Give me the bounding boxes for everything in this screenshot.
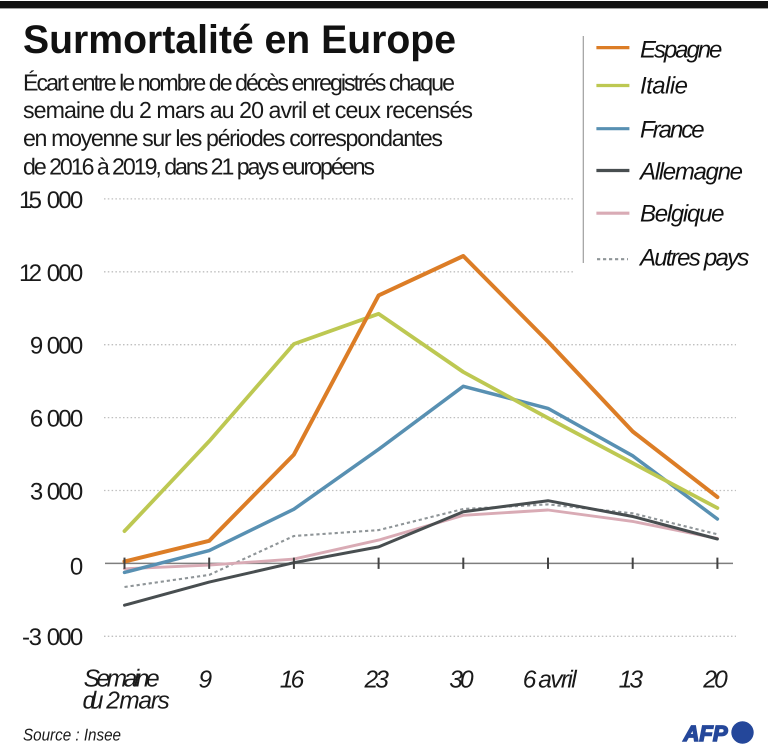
svg-text:6: 6 bbox=[291, 666, 305, 693]
svg-text:000: 000 bbox=[47, 260, 84, 287]
svg-text:Espagne: Espagne bbox=[640, 37, 722, 64]
svg-text:0: 0 bbox=[460, 666, 474, 693]
svg-text:6: 6 bbox=[30, 406, 43, 433]
svg-text:Italie: Italie bbox=[640, 73, 688, 100]
svg-text:000: 000 bbox=[47, 187, 84, 214]
svg-text:0: 0 bbox=[714, 666, 728, 693]
svg-text:9: 9 bbox=[198, 666, 212, 693]
svg-text:-: - bbox=[22, 624, 30, 651]
svg-text:000: 000 bbox=[47, 406, 84, 433]
svg-text:2: 2 bbox=[29, 260, 42, 287]
svg-text:mars: mars bbox=[119, 688, 170, 715]
svg-text:2: 2 bbox=[105, 688, 120, 715]
svg-text:Belgique: Belgique bbox=[640, 201, 725, 228]
svg-text:avril: avril bbox=[538, 666, 577, 693]
svg-text:2: 2 bbox=[364, 666, 379, 693]
svg-text:3: 3 bbox=[629, 666, 643, 693]
svg-text:9: 9 bbox=[30, 333, 43, 360]
svg-text:000: 000 bbox=[47, 479, 84, 506]
svg-text:de 2016 à 2019, dans 21 pays e: de 2016 à 2019, dans 21 pays européens bbox=[23, 153, 375, 179]
svg-text:3: 3 bbox=[29, 624, 42, 651]
svg-text:000: 000 bbox=[47, 624, 84, 651]
svg-text:semaine du 2 mars au 20 avril: semaine du 2 mars au 20 avril et ceux re… bbox=[23, 97, 473, 123]
svg-text:Allemagne: Allemagne bbox=[638, 159, 743, 186]
svg-text:Écart entre le nombre de décès: Écart entre le nombre de décès enregistr… bbox=[23, 69, 455, 95]
svg-text:du: du bbox=[83, 688, 104, 715]
svg-text:Autres pays: Autres pays bbox=[638, 245, 749, 272]
svg-text:AFP: AFP bbox=[683, 721, 728, 746]
svg-text:3: 3 bbox=[449, 666, 463, 693]
svg-text:000: 000 bbox=[47, 333, 84, 360]
svg-text:0: 0 bbox=[70, 554, 83, 581]
svg-text:1: 1 bbox=[619, 666, 633, 693]
svg-text:Surmortalité en Europe: Surmortalité en Europe bbox=[23, 18, 456, 62]
svg-text:3: 3 bbox=[375, 666, 389, 693]
svg-text:1: 1 bbox=[19, 260, 32, 287]
svg-text:2: 2 bbox=[702, 666, 717, 693]
svg-text:6: 6 bbox=[523, 666, 537, 693]
svg-text:Source : Insee: Source : Insee bbox=[23, 726, 121, 745]
svg-text:en moyenne sur les périodes co: en moyenne sur les périodes correspondan… bbox=[23, 125, 443, 151]
svg-text:1: 1 bbox=[19, 187, 32, 214]
svg-text:France: France bbox=[640, 117, 705, 144]
svg-text:1: 1 bbox=[280, 666, 294, 693]
svg-text:5: 5 bbox=[29, 187, 42, 214]
svg-text:Semaine: Semaine bbox=[84, 666, 160, 693]
svg-text:3: 3 bbox=[30, 479, 43, 506]
